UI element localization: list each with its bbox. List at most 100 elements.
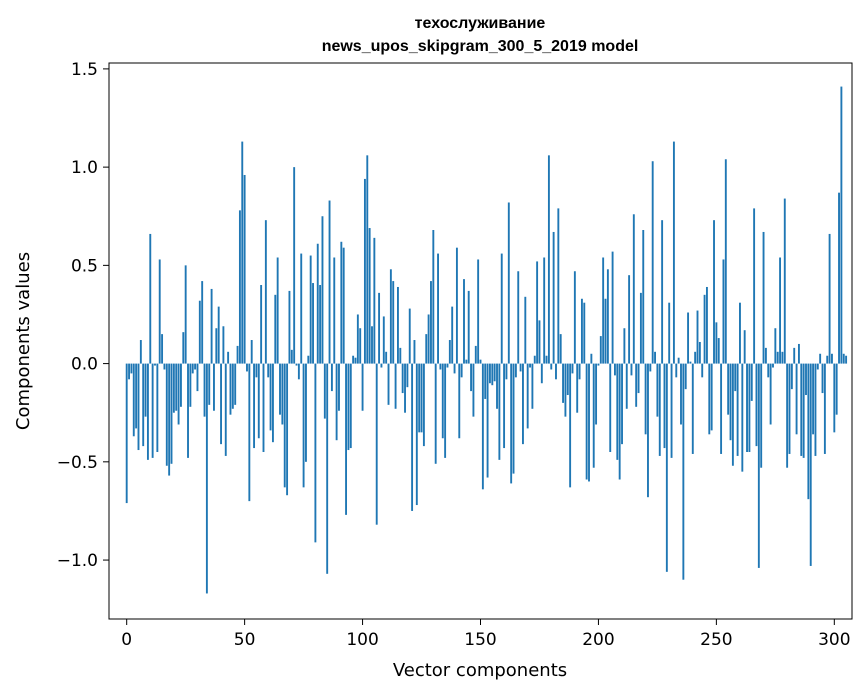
bar <box>731 363 734 466</box>
bar <box>191 363 194 374</box>
bar <box>828 233 831 364</box>
y-tick-label: −0.5 <box>57 453 98 473</box>
bar <box>569 363 572 488</box>
bar <box>705 286 708 364</box>
bar <box>540 363 543 384</box>
bar <box>696 310 699 364</box>
bar <box>375 363 378 525</box>
bar <box>222 326 225 364</box>
bar <box>342 247 345 364</box>
bar <box>168 363 171 476</box>
x-axis: 0 50 100 150 200 250 300 <box>121 619 851 650</box>
bar <box>453 363 456 374</box>
bar <box>250 340 253 364</box>
bar <box>786 363 789 468</box>
bar <box>665 363 668 572</box>
bar <box>604 298 607 364</box>
bar <box>691 363 694 454</box>
bar <box>637 363 640 394</box>
x-tick-label: 200 <box>582 630 614 650</box>
bar <box>422 363 425 447</box>
bar <box>288 290 291 364</box>
bar <box>460 363 463 378</box>
bar <box>550 363 553 370</box>
bar <box>276 257 279 364</box>
bar <box>177 363 180 425</box>
bar <box>639 292 642 364</box>
bar <box>764 347 767 364</box>
bar <box>170 363 173 464</box>
bar <box>722 259 725 364</box>
bar <box>835 363 838 415</box>
bars-group <box>125 86 848 594</box>
bar <box>845 355 848 364</box>
bar <box>229 363 232 415</box>
bar <box>576 363 579 413</box>
bar <box>470 363 473 392</box>
bar <box>172 363 175 413</box>
bar <box>522 363 524 445</box>
bar <box>720 363 723 454</box>
bar <box>279 363 281 415</box>
bar <box>434 363 437 464</box>
bar <box>760 363 763 468</box>
bar <box>512 363 515 474</box>
bar <box>746 363 748 452</box>
bar <box>333 257 336 364</box>
bar <box>682 363 685 580</box>
bar <box>826 355 829 364</box>
bar <box>647 363 649 498</box>
x-tick-label: 0 <box>121 630 132 650</box>
bar <box>420 363 423 433</box>
bar <box>562 363 564 403</box>
bar <box>755 363 758 447</box>
bar <box>210 288 213 364</box>
bar <box>635 363 638 407</box>
bar <box>441 363 444 439</box>
bar <box>253 363 256 449</box>
bar <box>430 281 432 364</box>
bar <box>559 334 562 364</box>
bar <box>149 233 152 364</box>
bar <box>241 141 244 364</box>
bar <box>687 312 690 364</box>
bar <box>356 314 359 364</box>
bar <box>606 269 609 364</box>
bar <box>580 298 583 364</box>
bar <box>519 363 522 372</box>
bar <box>281 363 284 425</box>
bar <box>380 363 383 368</box>
bar <box>347 363 350 451</box>
bar <box>793 347 796 364</box>
x-tick-label: 100 <box>346 630 378 650</box>
bar <box>729 363 732 441</box>
bar <box>694 351 697 364</box>
x-tick-label: 50 <box>234 630 256 650</box>
bar <box>597 363 600 366</box>
bar <box>361 363 364 411</box>
bar <box>769 363 772 425</box>
chart-subtitle: news_upos_skipgram_300_5_2019 model <box>322 38 639 55</box>
bar <box>474 345 477 364</box>
bar <box>187 363 189 458</box>
bar <box>741 363 744 472</box>
bar <box>514 363 517 378</box>
bar <box>748 363 751 452</box>
bar <box>814 363 817 456</box>
bar <box>819 353 822 364</box>
bar <box>269 363 272 431</box>
bar <box>623 328 626 364</box>
bar <box>340 241 343 364</box>
bar <box>432 230 435 364</box>
bar <box>194 363 197 370</box>
bar <box>378 292 381 364</box>
bar <box>184 265 187 364</box>
bar <box>484 363 487 399</box>
bar <box>517 271 520 364</box>
y-tick-label: 0.0 <box>71 355 98 375</box>
bar <box>274 294 277 364</box>
bar <box>531 363 534 409</box>
bar <box>415 363 418 506</box>
bar <box>394 363 397 409</box>
bar <box>675 363 678 378</box>
